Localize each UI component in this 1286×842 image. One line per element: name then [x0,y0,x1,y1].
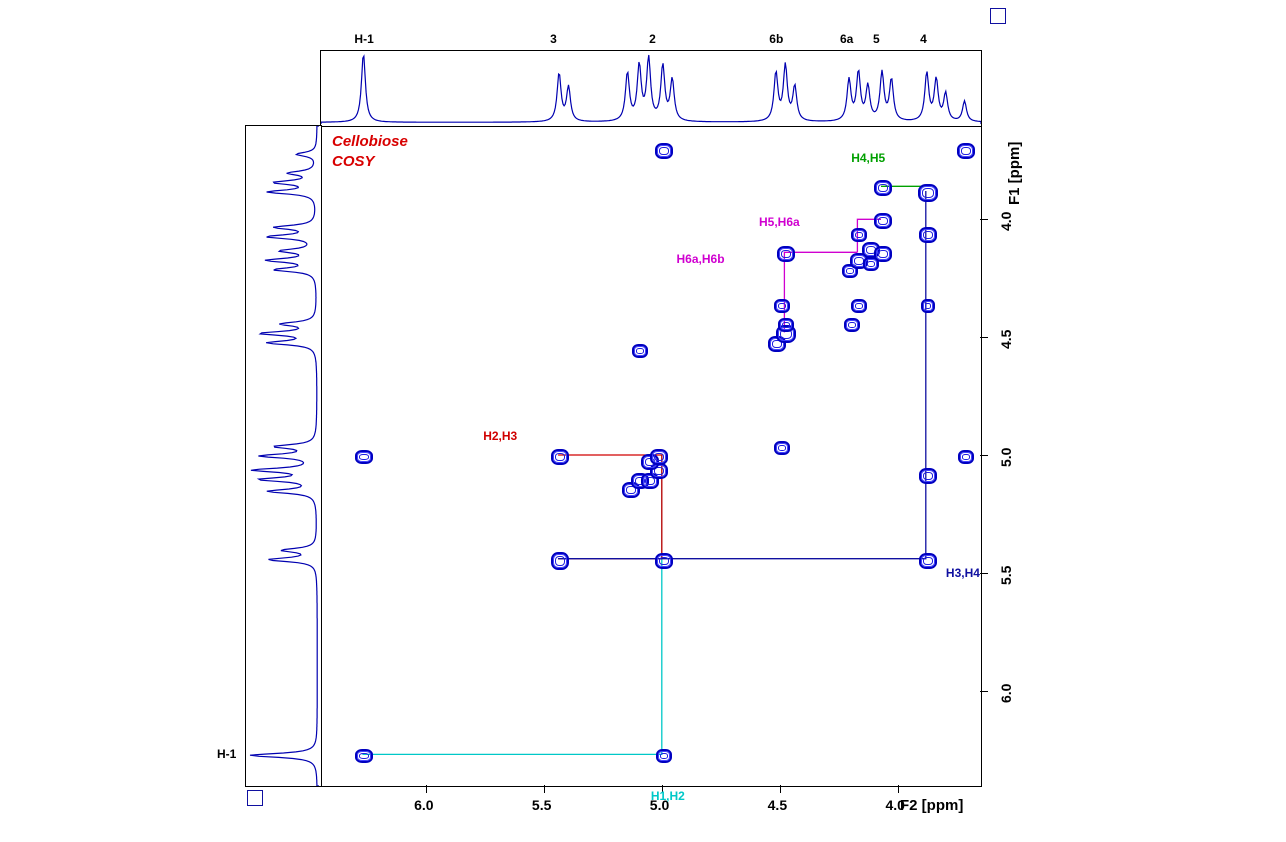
cross-peak [551,449,569,465]
cross-peak [919,553,937,569]
correlation-label: H6a,H6b [677,252,725,266]
cross-peak [918,184,938,202]
cross-peak [874,213,892,229]
cross-peak [919,227,937,243]
cross-peak [355,450,373,464]
correlation-label: H3,H4 [946,566,980,580]
f2-tick [780,785,781,793]
f1-tick [980,573,988,574]
cross-peak [777,246,795,262]
f2-peak-label: 6a [840,32,853,46]
f2-tick [544,785,545,793]
cross-peak [921,299,935,313]
f1-tick-label: 6.0 [998,683,1014,702]
chart-title-line2: COSY [332,153,375,170]
cross-peak [632,344,648,358]
f1-tick-label: 5.0 [998,448,1014,467]
f2-tick-label: 6.0 [414,797,433,813]
f2-peak-label: 6b [769,32,783,46]
correlation-line [558,455,662,559]
f1-tick [980,337,988,338]
f2-tick-label: 4.5 [768,797,787,813]
f1-tick-label: 4.0 [998,212,1014,231]
cross-peak [844,318,860,332]
cross-peak [958,450,974,464]
f1-tick-label: 5.5 [998,565,1014,584]
cross-peak [774,441,790,455]
cross-peak [851,299,867,313]
f1-tick-label: 4.5 [998,330,1014,349]
correlation-label: H1,H2 [651,789,685,803]
f2-peak-label: 5 [873,32,880,46]
corner-marker-icon [990,8,1006,24]
correlation-label: H2,H3 [483,429,517,443]
f1-axis-title: F1 [ppm] [1006,142,1023,205]
cross-peak [851,228,867,242]
f2-tick-label: 5.5 [532,797,551,813]
f2-peak-label: 2 [649,32,656,46]
cross-peak [778,318,794,332]
correlation-label: H5,H6a [759,215,800,229]
chart-title-line1: Cellobiose [332,133,408,150]
f2-tick [898,785,899,793]
f1-trace-panel [245,125,322,787]
cross-peak [919,468,937,484]
cross-peak [355,749,373,763]
f1-peak-label: H-1 [217,747,236,761]
f2-trace-panel [320,50,982,127]
cross-peak [774,299,790,313]
cross-peak [656,749,672,763]
cross-peak [650,449,668,465]
f1-tick [980,455,988,456]
f2-peak-label: 3 [550,32,557,46]
f2-tick [426,785,427,793]
correlation-label: H4,H5 [851,151,885,165]
cross-peak [655,143,673,159]
chart-stage: H-1326b6a54H-16.05.55.04.54.06.05.55.04.… [0,0,1286,842]
cross-peak [655,553,673,569]
f1-tick [980,691,988,692]
correlation-line [362,455,661,754]
cross-peak [551,552,569,570]
corner-marker-icon [247,790,263,806]
f1-tick [980,219,988,220]
cross-peak [874,180,892,196]
cross-peak [874,246,892,262]
f2-peak-label: 4 [920,32,927,46]
cross-peak [957,143,975,159]
f2-axis-title: F2 [ppm] [900,797,963,814]
f2-peak-label: H-1 [354,32,373,46]
